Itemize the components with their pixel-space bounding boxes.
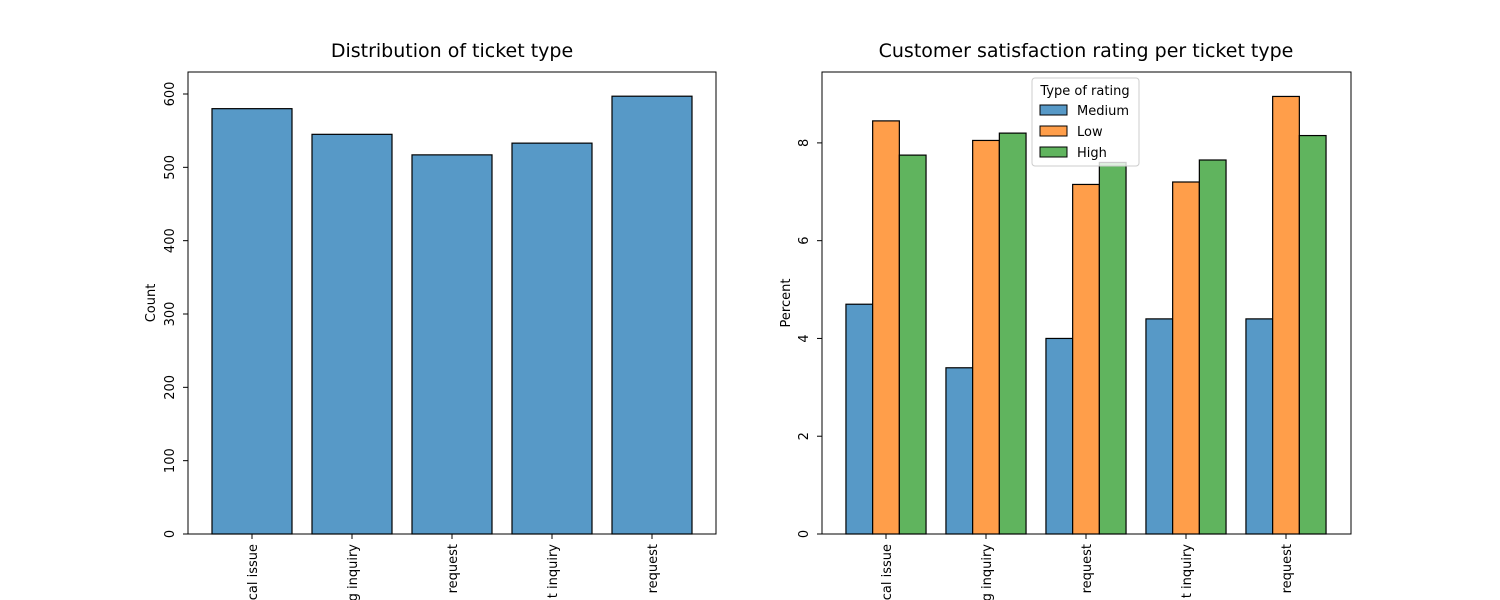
legend-title: Type of rating <box>1039 84 1129 99</box>
x-tick-label: g inquiry <box>346 544 361 600</box>
bar-low <box>1272 95 1300 535</box>
y-tick-label: 200 <box>163 375 178 400</box>
bar <box>511 142 593 535</box>
ticket-type-distribution-chart: Distribution of ticket type 0 100 200 300 40… <box>144 40 717 600</box>
y-tick-label: 6 <box>797 237 812 245</box>
legend-swatch <box>1039 146 1068 158</box>
bar-medium <box>1045 337 1074 535</box>
bar-low <box>972 139 1000 535</box>
legend-swatch <box>1039 125 1068 137</box>
x-tick-label: request <box>646 544 661 593</box>
x-axis: cal issue g inquiry request t inquiry reques… <box>246 534 661 600</box>
y-axis: 0 100 200 300 400 500 600 <box>163 82 188 538</box>
x-tick-label: t inquiry <box>1180 544 1195 599</box>
x-tick-label: request <box>446 544 461 593</box>
x-tick-label: t inquiry <box>546 544 561 599</box>
chart-title: Distribution of ticket type <box>331 40 573 62</box>
bar-high <box>1198 159 1227 535</box>
x-axis: cal issue g inquiry request t inquiry reques… <box>880 534 1295 600</box>
x-tick-label: g inquiry <box>980 544 995 600</box>
legend-label: High <box>1077 146 1107 161</box>
y-tick-label: 400 <box>163 228 178 253</box>
y-tick-label: 500 <box>163 155 178 180</box>
bar <box>311 133 393 535</box>
x-tick-label: cal issue <box>880 544 895 600</box>
chart-title: Customer satisfaction rating per ticket … <box>879 40 1294 62</box>
bar-low <box>1072 183 1100 535</box>
bar-high <box>898 154 927 535</box>
plot-frame <box>187 71 717 535</box>
y-tick-label: 4 <box>797 334 812 342</box>
bars <box>211 95 693 535</box>
bar <box>211 108 293 535</box>
bars <box>845 95 1327 535</box>
legend-box <box>1031 77 1140 167</box>
y-tick-label: 600 <box>163 82 178 107</box>
y-tick-label: 8 <box>797 139 812 147</box>
bar-medium <box>945 367 974 535</box>
bar <box>411 154 493 535</box>
satisfaction-rating-chart: Customer satisfaction rating per ticket … <box>779 40 1352 600</box>
x-tick-label: request <box>1080 544 1095 593</box>
y-tick-label: 2 <box>797 432 812 440</box>
bar-medium <box>1145 318 1174 535</box>
bar-medium <box>845 303 874 535</box>
bar-low <box>872 120 900 535</box>
bar-high <box>1298 134 1327 535</box>
bar-high <box>1098 161 1127 535</box>
y-axis-label: Percent <box>779 279 794 328</box>
y-tick-label: 0 <box>163 530 178 538</box>
y-tick-label: 300 <box>163 302 178 327</box>
bar-high <box>998 132 1027 535</box>
legend: Type of rating Medium Low High <box>1031 77 1140 167</box>
y-tick-label: 0 <box>797 530 812 538</box>
x-tick-label: request <box>1280 544 1295 593</box>
y-tick-label: 100 <box>163 448 178 473</box>
plot-frame <box>821 71 1352 535</box>
bar-medium <box>1245 318 1274 535</box>
y-axis-label: Count <box>144 284 159 323</box>
legend-swatch <box>1039 104 1068 116</box>
bar <box>611 95 693 535</box>
bar-low <box>1172 181 1200 535</box>
legend-label: Medium <box>1077 104 1129 119</box>
y-axis: 0 2 4 6 8 <box>797 139 822 538</box>
legend-label: Low <box>1077 125 1103 140</box>
legend-items: Medium Low High <box>1039 104 1129 161</box>
x-tick-label: cal issue <box>246 544 261 600</box>
